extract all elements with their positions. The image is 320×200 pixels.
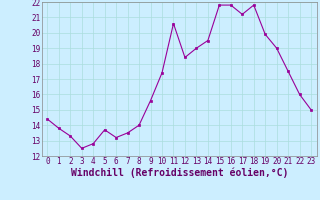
X-axis label: Windchill (Refroidissement éolien,°C): Windchill (Refroidissement éolien,°C) — [70, 168, 288, 178]
